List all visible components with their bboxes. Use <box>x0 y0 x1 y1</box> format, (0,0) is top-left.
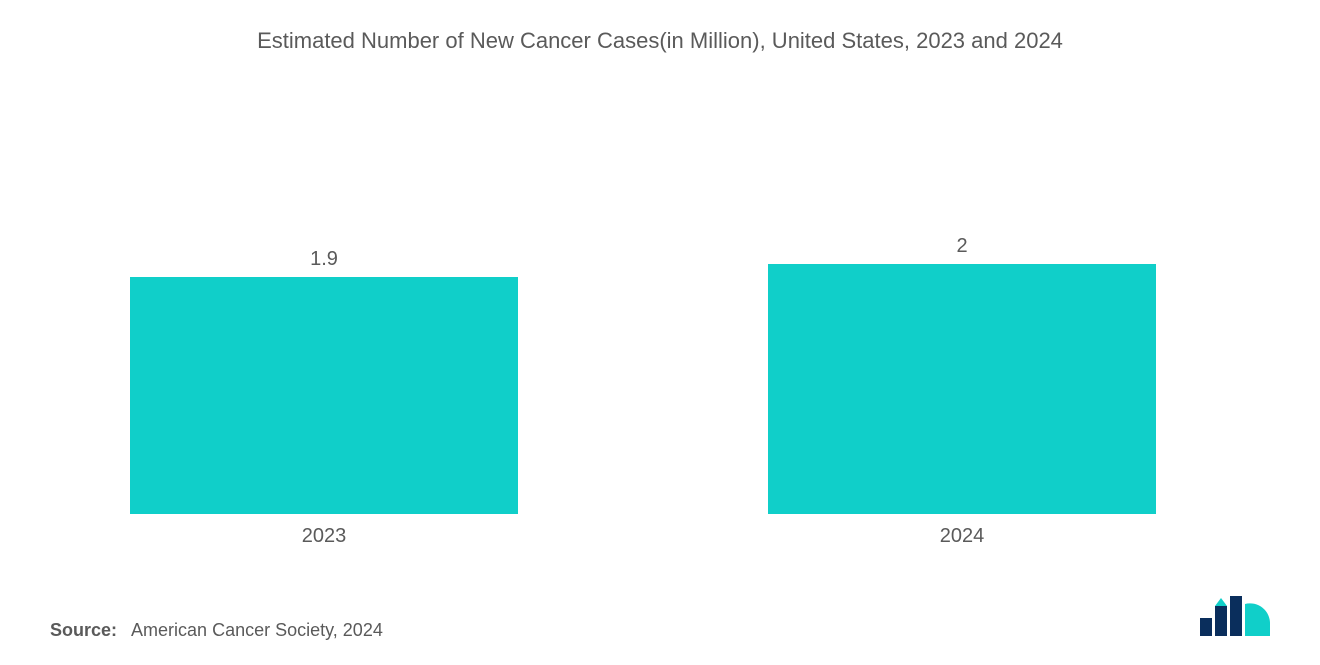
source-text: American Cancer Society, 2024 <box>131 620 383 640</box>
bar <box>130 277 518 514</box>
category-label: 2023 <box>130 525 518 548</box>
plot-area: 1.9 2023 2 2024 <box>50 74 1270 554</box>
logo-svg <box>1200 596 1270 636</box>
source-citation: Source: American Cancer Society, 2024 <box>50 620 383 641</box>
category-label: 2024 <box>768 525 1156 548</box>
bar-group: 2 <box>768 235 1156 514</box>
footer: Source: American Cancer Society, 2024 <box>50 596 1270 641</box>
chart-title: Estimated Number of New Cancer Cases(in … <box>50 28 1270 54</box>
mordor-logo <box>1200 596 1270 641</box>
bar-value-label: 2 <box>956 235 967 258</box>
bar-value-label: 1.9 <box>310 248 338 271</box>
bar <box>768 264 1156 514</box>
source-label: Source: <box>50 620 117 640</box>
bar-group: 1.9 <box>130 248 518 514</box>
chart-container: Estimated Number of New Cancer Cases(in … <box>0 0 1320 665</box>
